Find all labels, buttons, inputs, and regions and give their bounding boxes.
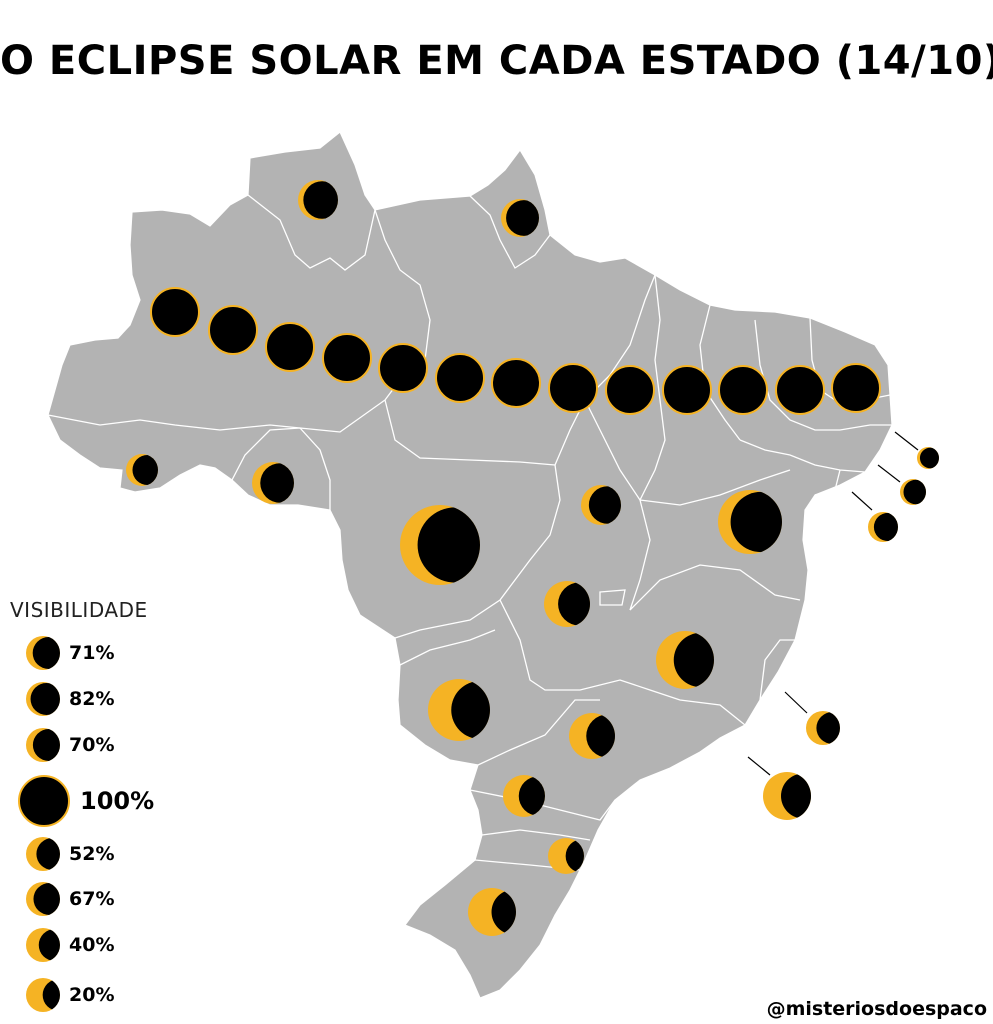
state-eclipse-marker bbox=[775, 365, 825, 415]
legend-label: 71% bbox=[69, 642, 115, 664]
legend-eclipse-icon bbox=[26, 928, 60, 962]
legend-eclipse-icon bbox=[26, 636, 60, 670]
state-eclipse-marker bbox=[150, 287, 200, 337]
state-eclipse-marker bbox=[718, 365, 768, 415]
legend-eclipse-icon bbox=[26, 682, 60, 716]
state-eclipse-marker bbox=[378, 343, 428, 393]
legend-item: 71% bbox=[25, 635, 114, 671]
legend-title: VISIBILIDADE bbox=[10, 598, 148, 622]
legend-label: 40% bbox=[69, 934, 115, 956]
legend-label: 70% bbox=[69, 734, 115, 756]
map-title: O ECLIPSE SOLAR EM CADA ESTADO (14/10) bbox=[0, 38, 993, 84]
legend-eclipse-icon bbox=[26, 728, 60, 762]
legend-eclipse-symbol bbox=[26, 882, 60, 916]
state-eclipse-marker bbox=[501, 199, 539, 237]
legend-eclipse-icon bbox=[26, 837, 60, 871]
state-eclipse-marker bbox=[298, 180, 338, 220]
state-eclipse-marker bbox=[868, 512, 898, 542]
legend-eclipse-symbol bbox=[26, 728, 60, 762]
legend-item: 52% bbox=[25, 836, 114, 872]
state-eclipse-marker bbox=[208, 305, 258, 355]
legend-eclipse-icon bbox=[18, 775, 70, 827]
state-eclipse-markers bbox=[126, 180, 939, 936]
state-eclipse-marker bbox=[900, 479, 926, 505]
state-eclipse-marker bbox=[581, 485, 621, 525]
state-eclipse-marker bbox=[831, 363, 881, 413]
state-eclipse-marker bbox=[491, 358, 541, 408]
legend-eclipse-icon bbox=[26, 882, 60, 916]
state-eclipse-marker bbox=[605, 365, 655, 415]
legend-eclipse-symbol bbox=[18, 775, 70, 827]
state-eclipse-marker bbox=[435, 353, 485, 403]
legend-label: 82% bbox=[69, 688, 115, 710]
legend-item: 100% bbox=[18, 775, 154, 827]
legend-eclipse-symbol bbox=[26, 928, 60, 962]
state-eclipse-marker bbox=[763, 772, 811, 820]
state-eclipse-marker bbox=[548, 838, 584, 874]
legend-label: 100% bbox=[80, 787, 155, 815]
author-handle: @misteriosdoespaco bbox=[766, 998, 987, 1020]
state-eclipse-marker bbox=[126, 454, 158, 486]
legend-label: 20% bbox=[69, 984, 115, 1006]
legend-label: 67% bbox=[69, 888, 115, 910]
state-eclipse-marker bbox=[548, 363, 598, 413]
state-eclipse-marker bbox=[252, 462, 294, 504]
pointer-lines bbox=[747, 431, 919, 776]
legend-label: 52% bbox=[69, 843, 115, 865]
legend-eclipse-icon bbox=[26, 978, 60, 1012]
state-eclipse-marker bbox=[806, 711, 840, 745]
state-eclipse-marker bbox=[569, 713, 615, 759]
state-eclipse-marker bbox=[662, 365, 712, 415]
state-eclipse-marker bbox=[544, 581, 590, 627]
state-borders bbox=[47, 194, 892, 871]
legend-eclipse-symbol bbox=[26, 978, 60, 1012]
state-eclipse-marker bbox=[917, 447, 939, 469]
state-eclipse-marker bbox=[322, 333, 372, 383]
state-eclipse-marker bbox=[468, 888, 516, 936]
legend-eclipse-symbol bbox=[26, 636, 60, 670]
state-eclipse-marker bbox=[265, 322, 315, 372]
legend-item: 67% bbox=[25, 881, 114, 917]
legend-eclipse-symbol bbox=[26, 682, 60, 716]
state-eclipse-marker bbox=[718, 490, 782, 554]
legend-item: 40% bbox=[25, 927, 114, 963]
state-eclipse-marker bbox=[400, 505, 480, 585]
legend-eclipse-symbol bbox=[26, 837, 60, 871]
legend-item: 82% bbox=[25, 681, 114, 717]
state-eclipse-marker bbox=[656, 631, 714, 689]
legend-item: 70% bbox=[25, 727, 114, 763]
legend-item: 20% bbox=[25, 977, 114, 1013]
state-eclipse-marker bbox=[503, 775, 545, 817]
state-eclipse-marker bbox=[428, 679, 490, 741]
